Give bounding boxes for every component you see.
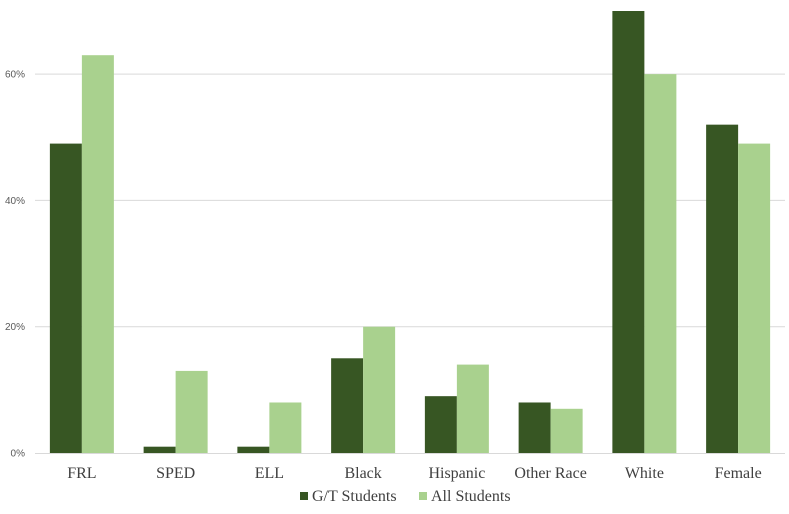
legend: G/T Students All Students bbox=[300, 488, 511, 505]
bar-all-students-hispanic bbox=[456, 364, 489, 453]
y-tick-label: 20% bbox=[5, 322, 25, 333]
y-tick-label: 60% bbox=[5, 70, 25, 81]
category-label-female: Female bbox=[715, 465, 762, 482]
y-axis-tick-labels: 0% 20% 40% 60% bbox=[5, 70, 25, 460]
category-label-sped: SPED bbox=[156, 465, 195, 482]
category-label-white: White bbox=[625, 465, 664, 482]
category-label-black: Black bbox=[344, 465, 381, 482]
y-tick-label: 0% bbox=[11, 449, 26, 460]
bar-g-t-students-black bbox=[331, 358, 364, 453]
legend-label-gt-students: G/T Students bbox=[312, 488, 397, 505]
category-label-other-race: Other Race bbox=[514, 465, 586, 482]
bar-g-t-students-other-race bbox=[518, 402, 551, 453]
x-axis-category-labels: FRL SPED ELL Black Hispanic Other Race White Fe… bbox=[67, 465, 761, 482]
category-label-ell: ELL bbox=[255, 465, 284, 482]
category-label-frl: FRL bbox=[67, 465, 96, 482]
bar-g-t-students-frl bbox=[49, 143, 82, 453]
bar-all-students-frl bbox=[81, 55, 114, 453]
bar-g-t-students-white bbox=[612, 11, 645, 453]
bars bbox=[49, 11, 771, 454]
legend-swatch-gt-students bbox=[300, 492, 308, 500]
bar-all-students-white bbox=[644, 74, 677, 454]
legend-swatch-all-students bbox=[419, 492, 427, 500]
bar-all-students-other-race bbox=[550, 408, 583, 453]
y-tick-label: 40% bbox=[5, 196, 25, 207]
bar-all-students-black bbox=[363, 326, 396, 453]
bar-g-t-students-hispanic bbox=[424, 396, 457, 453]
category-label-hispanic: Hispanic bbox=[428, 465, 485, 482]
legend-label-all-students: All Students bbox=[431, 488, 511, 505]
bar-all-students-ell bbox=[269, 402, 302, 453]
bar-g-t-students-sped bbox=[143, 446, 176, 453]
bar-g-t-students-female bbox=[706, 124, 739, 454]
bar-all-students-sped bbox=[175, 370, 208, 453]
bar-all-students-female bbox=[738, 143, 771, 453]
bar-g-t-students-ell bbox=[237, 446, 270, 453]
